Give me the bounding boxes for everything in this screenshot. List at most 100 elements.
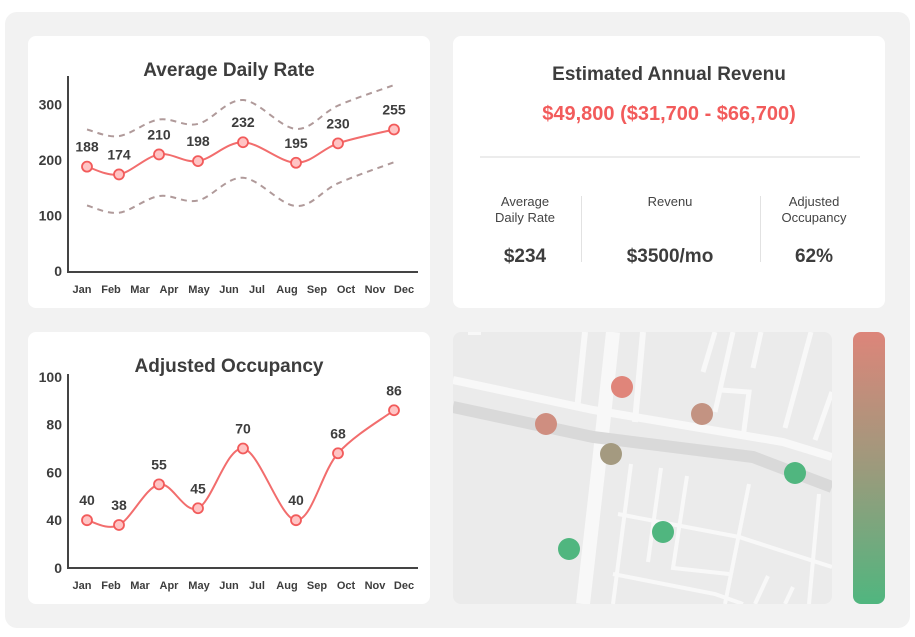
- x-tick-label: Sep: [307, 580, 327, 592]
- x-tick-label: Oct: [337, 284, 356, 296]
- y-tick-label: 100: [39, 208, 63, 224]
- data-label: 230: [326, 115, 350, 131]
- data-point: [113, 519, 125, 531]
- data-point: [153, 478, 165, 491]
- color-scale-bar: [853, 332, 885, 604]
- x-tick-label: Jun: [219, 284, 239, 296]
- y-tick-label: 0: [54, 560, 62, 576]
- x-tick-label: May: [188, 580, 210, 592]
- map[interactable]: [453, 332, 832, 604]
- data-label: 38: [111, 497, 127, 513]
- data-label: 86: [386, 382, 402, 398]
- divider: [480, 156, 860, 158]
- occupancy-chart-card: Adjusted Occupancy 0 40 60 80 100 Jan Feb Mar Apr…: [28, 332, 430, 604]
- data-label: 68: [330, 425, 346, 441]
- series-line: [86, 409, 395, 528]
- data-point: [388, 123, 400, 136]
- adr-chart: Average Daily Rate 0 100 200 300 Jan Feb Mar Apr…: [39, 60, 418, 296]
- x-tick-label: Jul: [249, 580, 265, 592]
- data-point: [153, 148, 165, 161]
- lower-band: [86, 161, 395, 214]
- data-label: 198: [186, 133, 210, 149]
- x-tick-label: Apr: [160, 580, 180, 592]
- x-tick-label: Jan: [73, 284, 92, 296]
- y-tick-label: 200: [39, 152, 63, 168]
- x-tick-label: Dec: [394, 580, 414, 592]
- chart-title: Average Daily Rate: [143, 60, 314, 81]
- metric-value: $3500/mo: [626, 246, 714, 267]
- metric-label: Adjusted Occupancy: [781, 194, 847, 225]
- data-point: [237, 136, 249, 149]
- divider: [760, 196, 761, 262]
- data-label: 188: [75, 139, 99, 155]
- y-tick-label: 60: [46, 464, 62, 480]
- x-tick-label: Feb: [101, 284, 121, 296]
- x-tick-label: Nov: [365, 284, 387, 296]
- x-tick-label: Jul: [249, 284, 265, 296]
- data-label: 195: [284, 135, 308, 151]
- data-point: [192, 155, 204, 168]
- metric-occupancy: Adjusted Occupancy 62%: [754, 194, 874, 268]
- data-point: [192, 502, 204, 515]
- map-marker[interactable]: [611, 376, 633, 398]
- map-streets: [453, 332, 832, 604]
- y-tick-label: 100: [39, 369, 63, 385]
- map-marker[interactable]: [558, 538, 580, 560]
- data-label: 40: [79, 492, 95, 508]
- x-tick-label: Aug: [276, 580, 297, 592]
- y-tick-label: 80: [46, 417, 62, 433]
- data-point: [332, 137, 344, 150]
- x-tick-label: Dec: [394, 284, 414, 296]
- metric-value: $234: [503, 246, 547, 267]
- data-point: [113, 168, 125, 181]
- revenue-card: Estimated Annual Revenu $49,800 ($31,700…: [453, 36, 885, 308]
- data-point: [388, 404, 400, 417]
- x-tick-label: Oct: [337, 580, 356, 592]
- y-tick-label: 300: [39, 97, 63, 113]
- x-tick-label: Feb: [101, 580, 121, 592]
- metric-label: Average Daily Rate: [495, 194, 555, 225]
- data-label: 255: [382, 101, 406, 117]
- x-tick-label: Apr: [160, 284, 180, 296]
- map-marker[interactable]: [535, 413, 557, 435]
- adr-chart-card: Average Daily Rate 0 100 200 300 Jan Feb Mar Apr…: [28, 36, 430, 308]
- data-point: [81, 514, 93, 527]
- divider: [581, 196, 582, 262]
- x-tick-label: Nov: [365, 580, 387, 592]
- x-tick-label: Mar: [130, 284, 150, 296]
- map-marker[interactable]: [600, 443, 622, 465]
- y-tick-label: 40: [46, 512, 62, 528]
- data-label: 40: [288, 492, 304, 508]
- data-point: [81, 160, 93, 173]
- x-tick-label: Mar: [130, 580, 150, 592]
- data-point: [290, 156, 302, 169]
- data-point: [290, 514, 302, 527]
- metric-adr: Average Daily Rate $234: [465, 194, 585, 268]
- metric-revenue: Revenu $3500/mo: [610, 194, 730, 268]
- data-label: 174: [107, 146, 131, 162]
- data-label: 70: [235, 421, 251, 437]
- data-point: [237, 442, 249, 455]
- map-marker[interactable]: [784, 462, 806, 484]
- data-label: 55: [151, 456, 167, 472]
- x-tick-label: Jan: [73, 580, 92, 592]
- map-marker[interactable]: [652, 521, 674, 543]
- x-tick-label: Jun: [219, 580, 239, 592]
- metric-value: 62%: [794, 246, 834, 267]
- data-label: 210: [147, 126, 171, 142]
- y-tick-label: 0: [54, 263, 62, 279]
- data-point: [332, 447, 344, 460]
- data-label: 45: [190, 480, 206, 496]
- map-marker[interactable]: [691, 403, 713, 425]
- metric-label: Revenu: [647, 194, 693, 209]
- x-tick-label: Sep: [307, 284, 327, 296]
- chart-title: Adjusted Occupancy: [135, 356, 324, 377]
- revenue-value: $49,800 ($31,700 - $66,700): [542, 103, 796, 125]
- series-line: [86, 128, 395, 176]
- data-label: 232: [231, 114, 255, 130]
- upper-band: [86, 84, 395, 138]
- occupancy-chart: Adjusted Occupancy 0 40 60 80 100 Jan Feb Mar Apr…: [39, 356, 418, 592]
- x-tick-label: May: [188, 284, 210, 296]
- x-tick-label: Aug: [276, 284, 297, 296]
- revenue-title: Estimated Annual Revenu: [552, 64, 786, 85]
